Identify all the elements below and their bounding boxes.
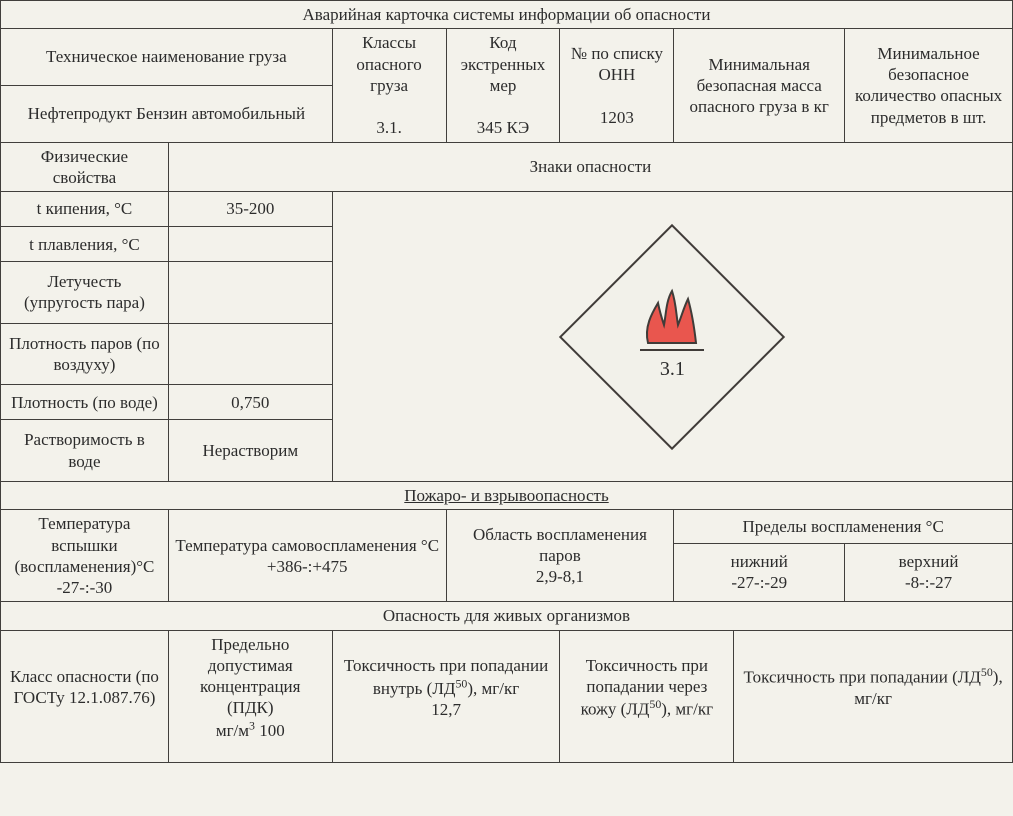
signs-label: Знаки опасности xyxy=(168,142,1012,192)
bio-section-title: Опасность для живых организмов xyxy=(1,602,1013,630)
flash-value: -27-:-30 xyxy=(57,578,113,597)
min-qty-label: Минимальное безопасное количество опасны… xyxy=(845,29,1013,142)
cutoff-cell-2 xyxy=(168,744,332,762)
un-number-cell: № по списку ОНН 1203 xyxy=(560,29,674,142)
cutoff-cell-1 xyxy=(1,744,169,762)
hazard-class-value: 3.1. xyxy=(376,118,402,137)
melting-value xyxy=(168,227,332,262)
autoignite-label: Температура самовоспламенения °C xyxy=(175,536,439,555)
bio-class-label: Класс опасности (по ГОСТу 12.1.087.76) xyxy=(1,630,169,744)
volatility-label: Летучесть (упругость пара) xyxy=(1,262,169,324)
flame-underline xyxy=(640,349,704,351)
bio-tox-oral-cell: Токсичность при попадании внутрь (ЛД50),… xyxy=(332,630,560,744)
hazard-class-label: Классы опасного груза xyxy=(356,33,421,95)
vapor-range-label: Область воспламенения паров xyxy=(473,525,647,565)
fire-section-title: Пожаро- и взрывоопасность xyxy=(1,482,1013,510)
vapor-density-value xyxy=(168,323,332,385)
card-title: Аварийная карточка системы информации об… xyxy=(1,1,1013,29)
solubility-value: Нерастворим xyxy=(168,420,332,482)
vapor-range-value: 2,9-8,1 xyxy=(536,567,584,586)
lower-label: нижний xyxy=(731,552,788,571)
bio-section-label: Опасность для живых организмов xyxy=(383,606,630,625)
lower-limit-cell: нижний -27-:-29 xyxy=(674,543,845,602)
bio-tox-oral-value: 12,7 xyxy=(431,700,461,719)
vapor-density-label: Плотность паров (по воздуху) xyxy=(1,323,169,385)
bio-tox-skin-label: Токсичность при попадании через кожу (ЛД… xyxy=(560,630,734,744)
tech-name-label: Техническое наименование груза xyxy=(1,29,333,86)
emergency-code-label: Код экстренных мер xyxy=(461,33,545,95)
upper-limit-cell: верхний -8-:-27 xyxy=(845,543,1013,602)
boiling-label: t кипения, °C xyxy=(1,192,169,227)
hazard-class-number: 3.1 xyxy=(660,357,685,382)
density-label: Плотность (по воде) xyxy=(1,385,169,420)
bio-pdk-units: мг/м3 100 xyxy=(216,721,285,740)
upper-label: верхний xyxy=(899,552,959,571)
cutoff-cell-5 xyxy=(734,744,1013,762)
lower-value: -27-:-29 xyxy=(731,573,787,592)
bio-pdk-label: Предельно допустимая концентрация (ПДК) xyxy=(200,635,300,718)
hazard-card-table: Аварийная карточка системы информации об… xyxy=(0,0,1013,763)
flash-cell: Температура вспышки (воспламенения)°C -2… xyxy=(1,510,169,602)
fire-section-label: Пожаро- и взрывоопасность xyxy=(404,486,608,505)
bio-tox-general-label: Токсичность при попадании (ЛД50), мг/кг xyxy=(734,630,1013,744)
bio-pdk-cell: Предельно допустимая концентрация (ПДК) … xyxy=(168,630,332,744)
phys-section-label: Физические свойства xyxy=(1,142,169,192)
flame-icon xyxy=(636,285,708,349)
melting-label: t плавления, °C xyxy=(1,227,169,262)
bio-tox-oral-label: Токсичность при попадании внутрь (ЛД50),… xyxy=(344,656,548,698)
limits-label: Пределы воспламенения °C xyxy=(674,510,1013,543)
density-value: 0,750 xyxy=(168,385,332,420)
emergency-code-cell: Код экстренных мер 345 КЭ xyxy=(446,29,560,142)
tech-name-value: Нефтепродукт Бензин автомобильный xyxy=(1,85,333,142)
un-number-value: 1203 xyxy=(600,108,634,127)
boiling-value: 35-200 xyxy=(168,192,332,227)
vapor-range-cell: Область воспламенения паров 2,9-8,1 xyxy=(446,510,674,602)
autoignite-cell: Температура самовоспламенения °C +386-:+… xyxy=(168,510,446,602)
hazard-sign-cell: 3.1 xyxy=(332,192,1012,482)
emergency-code-value: 345 КЭ xyxy=(477,118,530,137)
flash-label: Температура вспышки (воспламенения)°C xyxy=(14,514,154,576)
autoignite-value: +386-:+475 xyxy=(267,557,348,576)
hazard-diamond: 3.1 xyxy=(592,257,752,417)
cutoff-cell-3 xyxy=(332,744,560,762)
un-number-label: № по списку ОНН xyxy=(571,44,663,84)
upper-value: -8-:-27 xyxy=(905,573,952,592)
hazard-class-cell: Классы опасного груза 3.1. xyxy=(332,29,446,142)
cutoff-cell-4 xyxy=(560,744,734,762)
volatility-value xyxy=(168,262,332,324)
min-mass-label: Минимальная безопасная масса опасного гр… xyxy=(674,29,845,142)
solubility-label: Растворимость в воде xyxy=(1,420,169,482)
